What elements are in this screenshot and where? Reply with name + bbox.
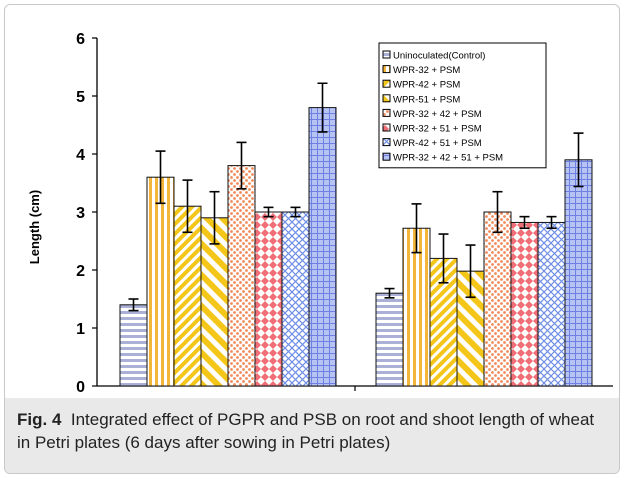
bar: [510, 221, 539, 387]
legend-swatch: [382, 50, 391, 59]
bar: [173, 205, 202, 387]
legend: Uninoculated(Control) WPR-32 + PSM WPR-42 …: [378, 42, 547, 169]
bar: [537, 221, 566, 387]
bar: [308, 107, 337, 387]
bars: [119, 82, 593, 387]
legend-label: WPR-42 + 51 + PSM: [393, 138, 482, 149]
y-axis-label: Length (cm): [27, 190, 42, 264]
caption-text: Integrated effect of PGPR and PSB on roo…: [17, 410, 595, 452]
y-tick-label: 4: [76, 147, 85, 164]
x-category-label: Root Length: [184, 397, 272, 398]
caption-label: Fig. 4: [17, 410, 62, 429]
bar: [483, 211, 512, 387]
bar: [402, 227, 431, 387]
bar: [564, 159, 593, 387]
legend-swatch: [382, 138, 391, 147]
bar: [146, 176, 175, 387]
legend-label: WPR-32 + PSM: [393, 65, 460, 76]
legend-swatch: [382, 152, 391, 161]
y-tick-label: 1: [76, 321, 85, 338]
legend-swatch: [382, 108, 391, 117]
legend-box: [378, 42, 547, 169]
legend-swatch: [382, 79, 391, 88]
bar: [375, 292, 404, 387]
x-category-label: Shoot Length: [436, 397, 533, 398]
legend-label: Uninoculated(Control): [393, 51, 485, 62]
legend-label: WPR-32 + 42 + 51 + PSM: [393, 153, 503, 164]
y-tick-label: 5: [76, 89, 85, 106]
legend-swatch: [382, 65, 391, 74]
bar: [227, 165, 256, 387]
legend-label: WPR-32 + 42 + PSM: [393, 109, 482, 120]
y-tick-label: 0: [76, 379, 85, 396]
legend-label: WPR-42 + PSM: [393, 80, 460, 91]
legend-swatch: [382, 94, 391, 103]
bar: [200, 217, 229, 387]
bar: [254, 211, 283, 387]
y-tick-label: 3: [76, 205, 85, 222]
figure-caption: Fig. 4 Integrated effect of PGPR and PSB…: [5, 398, 619, 473]
bar: [281, 211, 310, 387]
legend-label: WPR-51 + PSM: [393, 94, 460, 105]
bar: [119, 304, 148, 387]
bar-chart: 0 1 2 3 4 5 6 Length (cm) Root Length Shoot Lengt…: [27, 31, 613, 398]
legend-label: WPR-32 + 51 + PSM: [393, 124, 482, 135]
y-tick-label: 2: [76, 263, 85, 280]
figure-panel: 0 1 2 3 4 5 6 Length (cm) Root Length Shoot Lengt…: [4, 4, 620, 474]
y-tick-label: 6: [76, 31, 85, 48]
legend-swatch: [382, 123, 391, 132]
